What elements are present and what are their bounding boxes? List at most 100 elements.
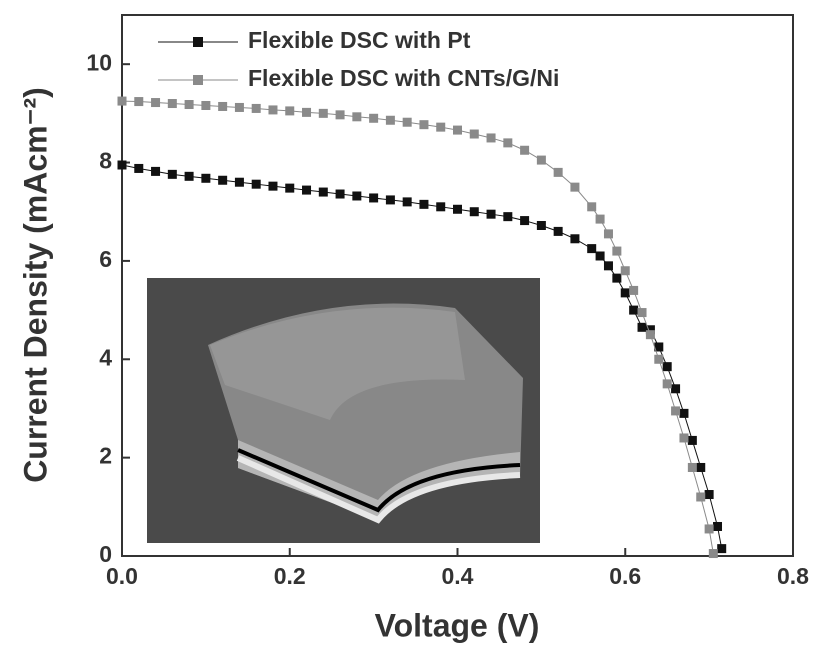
data-point <box>402 197 412 207</box>
data-point <box>612 273 622 283</box>
data-point <box>151 98 161 108</box>
data-point <box>436 122 446 132</box>
data-point <box>285 183 295 193</box>
data-point <box>352 112 362 122</box>
data-point <box>603 229 613 239</box>
data-point <box>436 202 446 212</box>
data-point <box>318 187 328 197</box>
y-tick-label: 0 <box>99 541 112 567</box>
data-point <box>302 185 312 195</box>
legend-label: Flexible DSC with Pt <box>248 27 471 53</box>
data-point <box>184 100 194 110</box>
data-point <box>402 117 412 127</box>
data-point <box>587 244 597 254</box>
data-point <box>419 199 429 209</box>
data-point <box>570 234 580 244</box>
data-point <box>201 100 211 110</box>
y-tick-label: 10 <box>86 49 112 75</box>
data-point <box>234 177 244 187</box>
data-point <box>595 214 605 224</box>
data-point <box>520 216 530 226</box>
data-point <box>251 179 261 189</box>
data-point <box>369 113 379 123</box>
data-point <box>629 305 639 315</box>
data-point <box>570 182 580 192</box>
x-tick-label: 0.2 <box>274 563 306 589</box>
data-point <box>486 133 496 143</box>
y-tick-label: 6 <box>99 246 112 272</box>
data-point <box>696 462 706 472</box>
data-point <box>696 492 706 502</box>
x-tick-label: 0.0 <box>106 563 138 589</box>
legend-marker <box>193 37 203 47</box>
data-point <box>687 435 697 445</box>
data-point <box>369 193 379 203</box>
data-point <box>671 406 681 416</box>
y-tick-label: 4 <box>99 344 112 370</box>
data-point <box>654 354 664 364</box>
data-point <box>637 322 647 332</box>
data-point <box>268 105 278 115</box>
data-point <box>234 102 244 112</box>
x-tick-label: 0.6 <box>609 563 641 589</box>
data-point <box>620 266 630 276</box>
data-point <box>151 166 161 176</box>
x-axis-label: Voltage (V) <box>375 607 540 643</box>
data-point <box>704 490 714 500</box>
data-point <box>117 96 127 106</box>
data-point <box>117 160 127 170</box>
data-point <box>302 107 312 117</box>
inset-illustration <box>147 278 540 543</box>
data-point <box>713 521 723 531</box>
data-point <box>603 261 613 271</box>
legend-marker <box>193 75 203 85</box>
data-point <box>335 110 345 120</box>
data-point <box>536 155 546 165</box>
data-point <box>335 189 345 199</box>
data-point <box>385 115 395 125</box>
x-tick-label: 0.4 <box>442 563 474 589</box>
data-point <box>385 195 395 205</box>
data-point <box>553 226 563 236</box>
data-point <box>662 379 672 389</box>
data-point <box>352 191 362 201</box>
data-point <box>167 169 177 179</box>
data-point <box>218 175 228 185</box>
data-point <box>218 101 228 111</box>
data-point <box>708 549 718 559</box>
data-point <box>553 167 563 177</box>
data-point <box>419 120 429 130</box>
data-point <box>503 212 513 222</box>
data-point <box>629 285 639 295</box>
data-point <box>645 330 655 340</box>
y-axis-label: Current Density (mAcm⁻²) <box>17 87 53 483</box>
data-point <box>453 125 462 135</box>
data-point <box>469 129 479 139</box>
data-point <box>268 181 278 191</box>
data-point <box>671 384 681 394</box>
data-point <box>687 462 697 472</box>
data-point <box>503 138 513 148</box>
data-point <box>453 204 462 214</box>
data-point <box>587 202 597 212</box>
data-point <box>645 325 655 335</box>
data-point <box>520 145 530 155</box>
data-point <box>486 209 496 219</box>
data-point <box>536 220 546 230</box>
x-tick-label: 0.8 <box>777 563 809 589</box>
data-point <box>201 173 211 183</box>
data-point <box>251 103 261 113</box>
data-point <box>620 288 630 298</box>
y-tick-label: 2 <box>99 443 112 469</box>
data-point <box>318 108 328 118</box>
data-point <box>167 99 177 109</box>
data-point <box>595 251 605 261</box>
y-tick-label: 8 <box>99 148 112 174</box>
data-point <box>679 408 689 418</box>
data-point <box>134 163 144 173</box>
data-point <box>285 106 295 116</box>
data-point <box>717 544 727 554</box>
data-point <box>704 524 714 534</box>
data-point <box>134 97 144 107</box>
data-point <box>679 433 689 443</box>
